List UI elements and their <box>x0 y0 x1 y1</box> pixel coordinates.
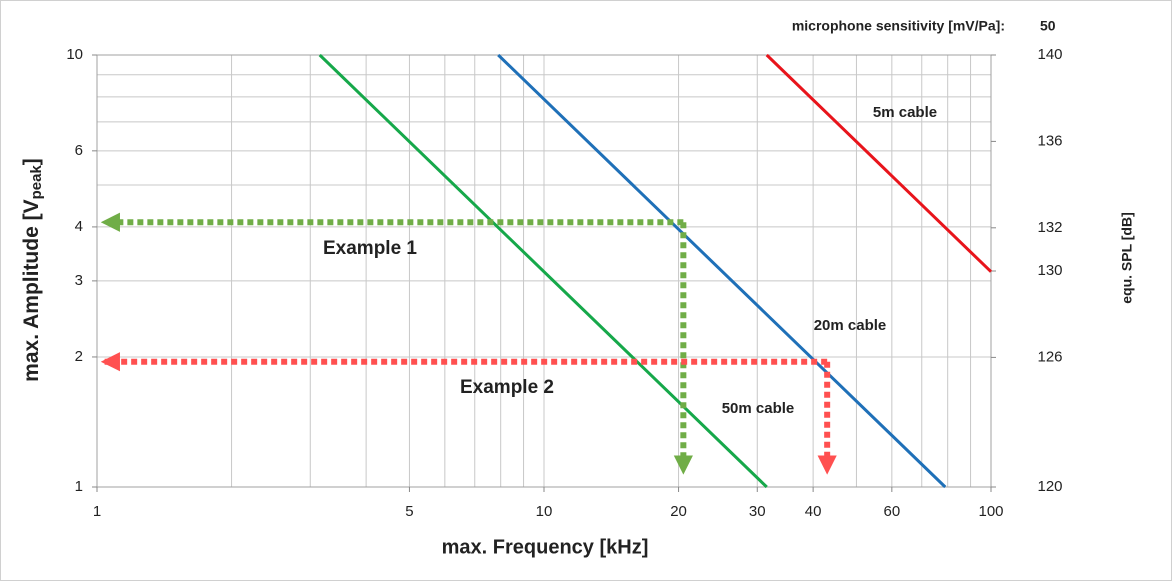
x-tick-label: 1 <box>93 503 101 520</box>
x-tick-label: 60 <box>883 503 900 520</box>
series-line <box>318 53 768 489</box>
y-tick-label: 10 <box>66 46 83 63</box>
series-line <box>497 53 947 489</box>
y2-tick-label: 136 <box>1037 132 1062 149</box>
y2-axis-label: equ. SPL [dB] <box>1119 212 1135 304</box>
y-tick-label: 4 <box>75 218 83 235</box>
y2-tick-label: 120 <box>1037 478 1062 495</box>
series-label: 20m cable <box>814 317 887 334</box>
x-axis-label: max. Frequency [kHz] <box>442 536 649 558</box>
x-tick-label: 10 <box>536 503 553 520</box>
header-value: 50 <box>1040 18 1056 34</box>
y-tick-label: 1 <box>75 478 83 495</box>
y2-tick-label: 126 <box>1037 348 1062 365</box>
y-label-sub: peak <box>28 165 45 200</box>
example-label: Example 2 <box>460 377 554 398</box>
y-tick-label: 3 <box>75 272 83 289</box>
series-line <box>765 53 993 273</box>
x-tick-label: 30 <box>749 503 766 520</box>
y-axis-label: max. Amplitude [Vpeak] <box>20 158 45 382</box>
x-tick-label: 5 <box>405 503 413 520</box>
y2-tick-label: 132 <box>1037 219 1062 236</box>
y-tick-label: 6 <box>75 142 83 159</box>
y2-tick-label: 130 <box>1037 262 1062 279</box>
x-tick-label: 100 <box>978 503 1003 520</box>
y-tick-label: 2 <box>75 348 83 365</box>
x-tick-label: 40 <box>805 503 822 520</box>
y2-tick-label: 140 <box>1037 46 1062 63</box>
y-label-main: max. Amplitude [V <box>20 199 43 381</box>
series-label: 5m cable <box>873 104 937 121</box>
y-label-end: ] <box>20 158 43 165</box>
x-tick-label: 20 <box>670 503 687 520</box>
header-label: microphone sensitivity [mV/Pa]: <box>792 18 1005 34</box>
series-label: 50m cable <box>722 400 795 417</box>
example-label: Example 1 <box>323 238 417 259</box>
